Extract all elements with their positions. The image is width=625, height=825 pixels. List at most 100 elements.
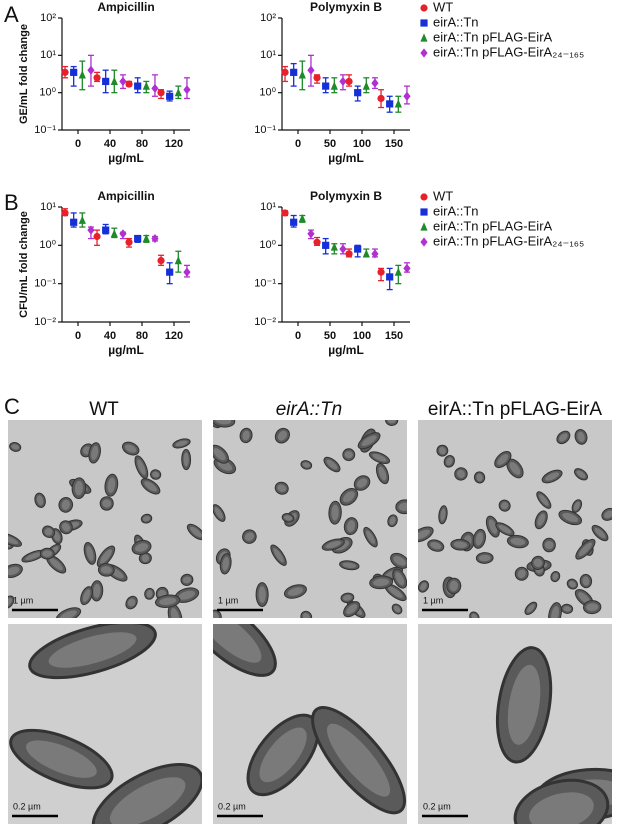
cells [495,646,612,824]
cell-core [545,472,560,481]
cell-core [365,530,376,544]
x-tick-label: 100 [353,330,371,342]
scale-bar-label: 0.2 µm [13,801,41,811]
cell-core [60,610,77,618]
cell-core [507,664,541,745]
cell-core [498,524,512,534]
marker [307,65,315,75]
micrograph: 0.2 µm [213,624,407,824]
cell-core [446,457,453,466]
cell-core [213,448,226,461]
marker [330,81,338,90]
x-axis-label: µg/mL [108,151,144,165]
cell-core [325,541,342,549]
marker [307,229,315,239]
marker [420,222,428,231]
cell-core [42,550,53,557]
marker [78,215,86,224]
marker [420,193,428,201]
marker [70,68,78,76]
cell-core [25,552,42,561]
marker [403,91,411,101]
marker [386,100,394,108]
x-tick-label: 50 [324,138,336,150]
cell-core [361,435,377,447]
cell-core [287,587,304,596]
cell-core [430,542,442,550]
marker [377,268,385,276]
chart-title: Polymyxin B [310,189,382,203]
x-tick-label: 120 [165,138,183,150]
marker [281,68,289,76]
cell-core [302,613,310,618]
y-tick-label: 10² [40,12,56,24]
cell-core [159,597,177,606]
cell-core [346,604,358,615]
x-tick-label: 50 [324,330,336,342]
marker [102,77,110,86]
legend-label: eirA::Tn [433,14,479,29]
cell-core [327,723,391,797]
cell-core [389,516,396,525]
scale-bar-label: 0.2 µm [218,801,246,811]
cell-core [182,576,192,584]
marker [394,99,402,108]
chart-title: Ampicillin [97,0,154,14]
marker [420,208,428,216]
marker [102,226,110,234]
cell-core [457,469,465,479]
cell-core [478,554,491,562]
cell-core [144,481,157,492]
cell-core [342,594,352,601]
cell-core [215,420,232,425]
cell-core [152,471,160,478]
cell-core [190,526,202,538]
cell-core [93,583,101,598]
marker [420,48,428,58]
marker [330,242,338,251]
chart-title: Polymyxin B [310,0,382,14]
y-tick-label: 10¹ [260,201,276,213]
y-tick-label: 10⁰ [39,87,56,99]
marker [151,233,159,244]
cell-core [82,589,91,602]
cell-core [109,777,186,824]
cell-core [563,606,571,612]
y-tick-label: 10¹ [40,201,56,213]
cell-core [26,740,97,778]
cell-core [488,519,498,534]
marker [298,213,306,223]
marker [345,250,353,258]
legend-label: eirA::Tn [433,203,479,218]
cell-core [388,586,403,598]
x-tick-label: 120 [165,330,183,342]
x-tick-label: 0 [295,138,301,150]
marker [290,218,298,226]
y-tick-label: 10⁰ [259,239,276,251]
cell-core [578,542,592,557]
cell-core [53,530,61,542]
marker [119,76,127,87]
column-title: eirA::Tn [276,399,343,420]
cell-core [537,513,546,526]
marker [354,245,362,253]
marker [166,92,174,100]
cell-core [146,590,153,598]
x-tick-label: 80 [136,138,148,150]
cell-core [420,582,427,591]
cell-core [526,604,535,613]
marker [281,209,289,217]
x-tick-label: 40 [104,138,116,150]
y-tick-label: 10¹ [260,49,276,61]
cells [418,428,612,618]
cell-core [393,556,406,566]
marker [377,94,385,103]
x-axis-label: µg/mL [328,343,364,357]
marker [403,263,411,274]
x-tick-label: 0 [75,330,81,342]
cell-core [449,580,458,592]
cell-core [213,624,262,663]
marker [345,77,353,86]
cell-core [509,462,521,475]
